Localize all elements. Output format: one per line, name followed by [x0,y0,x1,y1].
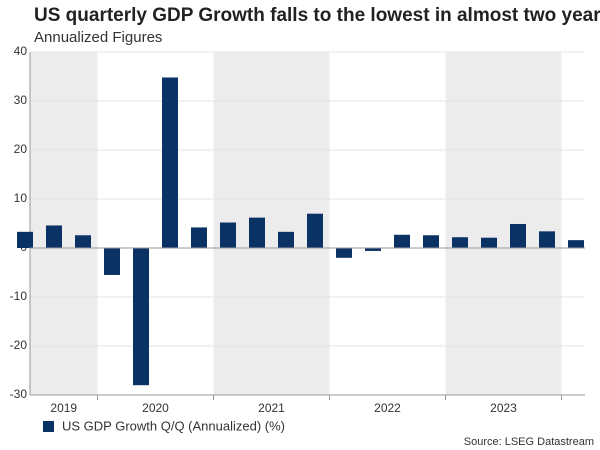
bar [133,248,149,386]
y-tick-label: 20 [14,142,28,156]
year-band [445,52,562,395]
x-tick-label: 2023 [490,401,517,415]
bar [539,231,555,248]
x-tick-label: 2022 [374,401,401,415]
bar [452,237,468,248]
bar [481,237,497,248]
bar [191,227,207,248]
y-tick-label: 30 [14,93,28,107]
bar [336,248,352,258]
bar [104,248,120,275]
bar [365,248,381,251]
x-tick-label: 2019 [50,401,77,415]
y-tick-label: -30 [10,387,28,401]
y-tick-label: 40 [14,44,28,58]
bar [46,225,62,248]
bar [249,217,265,248]
y-tick-label: -20 [10,338,28,352]
bar [307,213,323,248]
bar [394,234,410,248]
x-tick-label: 2021 [258,401,285,415]
chart-title: US quarterly GDP Growth falls to the low… [34,5,600,26]
x-tick-label: 2020 [142,401,169,415]
bar [568,240,584,248]
bar [423,235,439,248]
y-tick-label: -10 [10,289,28,303]
bar [162,77,178,248]
legend-label: US GDP Growth Q/Q (Annualized) (%) [62,418,285,433]
legend-swatch [43,421,54,432]
source-note: Source: LSEG Datastream [464,436,594,448]
bar [75,235,91,248]
bar [278,231,294,248]
bar [17,231,33,248]
y-tick-label: 10 [14,191,28,205]
bar [510,223,526,248]
bar [220,222,236,248]
year-band [30,52,98,395]
chart-subtitle: Annualized Figures [34,29,162,46]
